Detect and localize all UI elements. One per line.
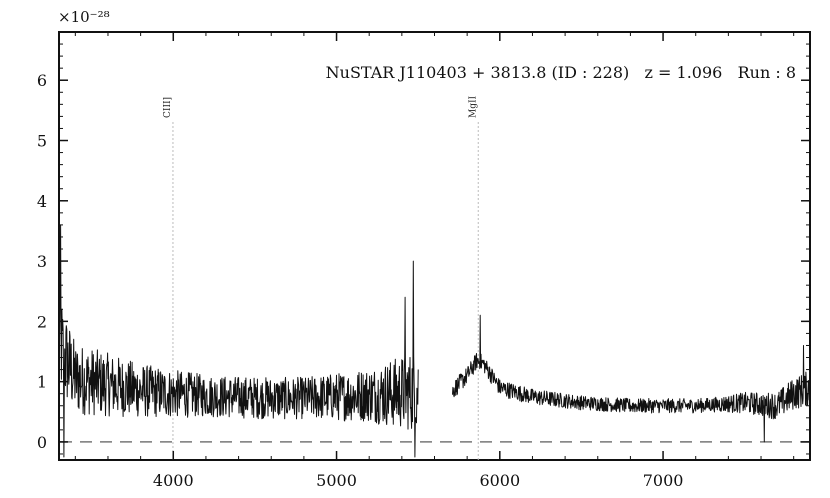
y-tick-label: 2	[37, 312, 47, 331]
spectrum-line	[58, 224, 419, 458]
plot-frame	[58, 31, 811, 461]
y-tick-label: 4	[37, 192, 47, 211]
chart-title: NuSTAR J110403 + 3813.8 (ID : 228) z = 1…	[326, 63, 796, 82]
x-tick-label: 6000	[479, 471, 520, 490]
y-tick-label: 0	[37, 433, 47, 452]
y-tick-label: 6	[37, 71, 47, 90]
emission-line-label: MgII	[468, 95, 478, 118]
y-tick-label: 3	[37, 252, 47, 271]
spectrum-line	[452, 314, 811, 443]
x-tick-label: 7000	[643, 471, 684, 490]
y-tick-label: 1	[37, 373, 47, 392]
axis-ticks: 4000 5000 6000 7000 0 1 2 3 4 5 6	[37, 32, 810, 490]
x-tick-label: 5000	[316, 471, 357, 490]
y-multiplier-label: ×10⁻²⁸	[58, 8, 110, 26]
y-tick-label: 5	[37, 132, 47, 151]
x-tick-label: 4000	[153, 471, 194, 490]
spectrum-series	[58, 224, 811, 458]
emission-line-label: CIII]	[163, 97, 173, 118]
